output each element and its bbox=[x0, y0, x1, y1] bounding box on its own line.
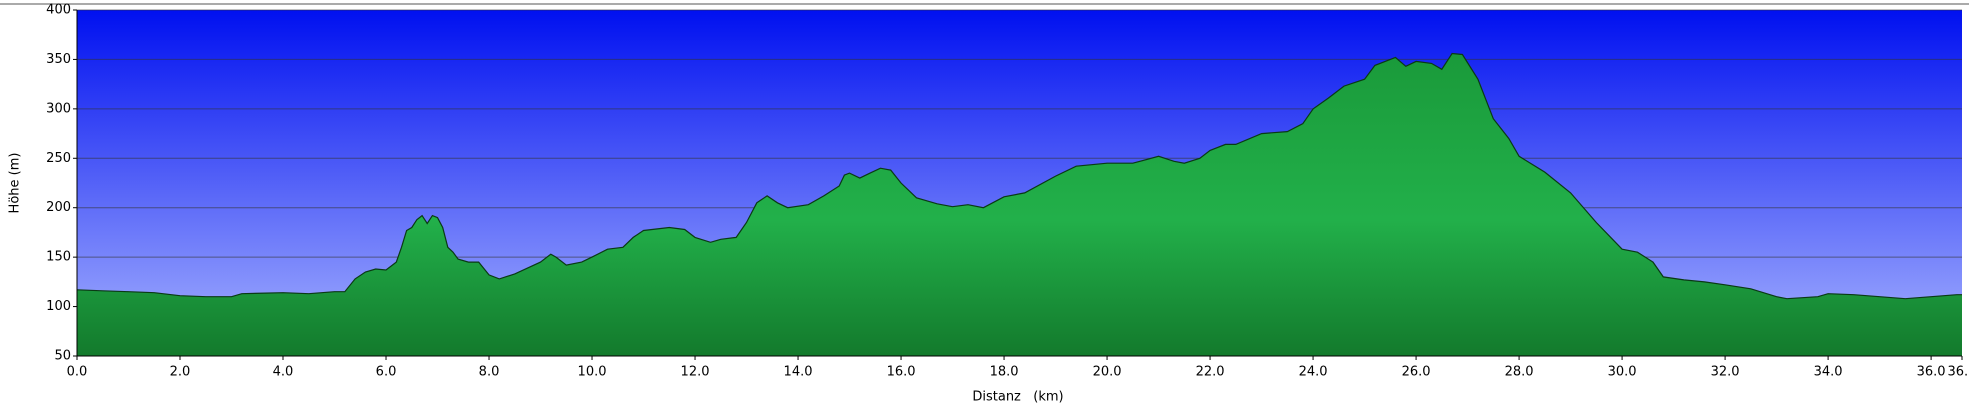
x-tick-label: 8.0 bbox=[479, 365, 500, 380]
y-tick-label: 100 bbox=[46, 299, 71, 314]
elevation-area bbox=[77, 53, 1962, 356]
x-tick-label: 34.0 bbox=[1814, 365, 1843, 380]
x-tick-label: 22.0 bbox=[1196, 365, 1225, 380]
y-tick-label: 200 bbox=[46, 200, 71, 215]
y-axis-title: Höhe (m) bbox=[8, 153, 23, 214]
y-tick-label: 150 bbox=[46, 250, 71, 265]
y-tick-label: 350 bbox=[46, 52, 71, 67]
y-tick-label: 300 bbox=[46, 101, 71, 116]
x-tick-label: 16.0 bbox=[887, 365, 916, 380]
x-tick-label: 30.0 bbox=[1608, 365, 1637, 380]
x-tick-label: 14.0 bbox=[784, 365, 813, 380]
x-tick-label: 26.0 bbox=[1402, 365, 1431, 380]
y-tick-label: 50 bbox=[54, 349, 71, 364]
x-tick-label: 4.0 bbox=[273, 365, 294, 380]
x-tick-label: 20.0 bbox=[1093, 365, 1122, 380]
x-tick-label: 10.0 bbox=[578, 365, 607, 380]
x-tick-label: 32.0 bbox=[1711, 365, 1740, 380]
y-tick-label: 250 bbox=[46, 151, 71, 166]
x-axis-title: Distanz (km) bbox=[972, 390, 1063, 405]
x-tick-label: 36.0 bbox=[1917, 365, 1946, 380]
x-tick-label: 18.0 bbox=[990, 365, 1019, 380]
x-tick-label: 2.0 bbox=[170, 365, 191, 380]
x-tick-label: 6.0 bbox=[376, 365, 397, 380]
x-tick-label: 12.0 bbox=[681, 365, 710, 380]
x-tick-label: 24.0 bbox=[1299, 365, 1328, 380]
y-tick-label: 400 bbox=[46, 3, 71, 18]
x-tick-label: 36.6 bbox=[1948, 365, 1969, 380]
elevation-line bbox=[76, 52, 1962, 300]
x-tick-label: 28.0 bbox=[1505, 365, 1534, 380]
x-tick-label: 0.0 bbox=[67, 365, 88, 380]
